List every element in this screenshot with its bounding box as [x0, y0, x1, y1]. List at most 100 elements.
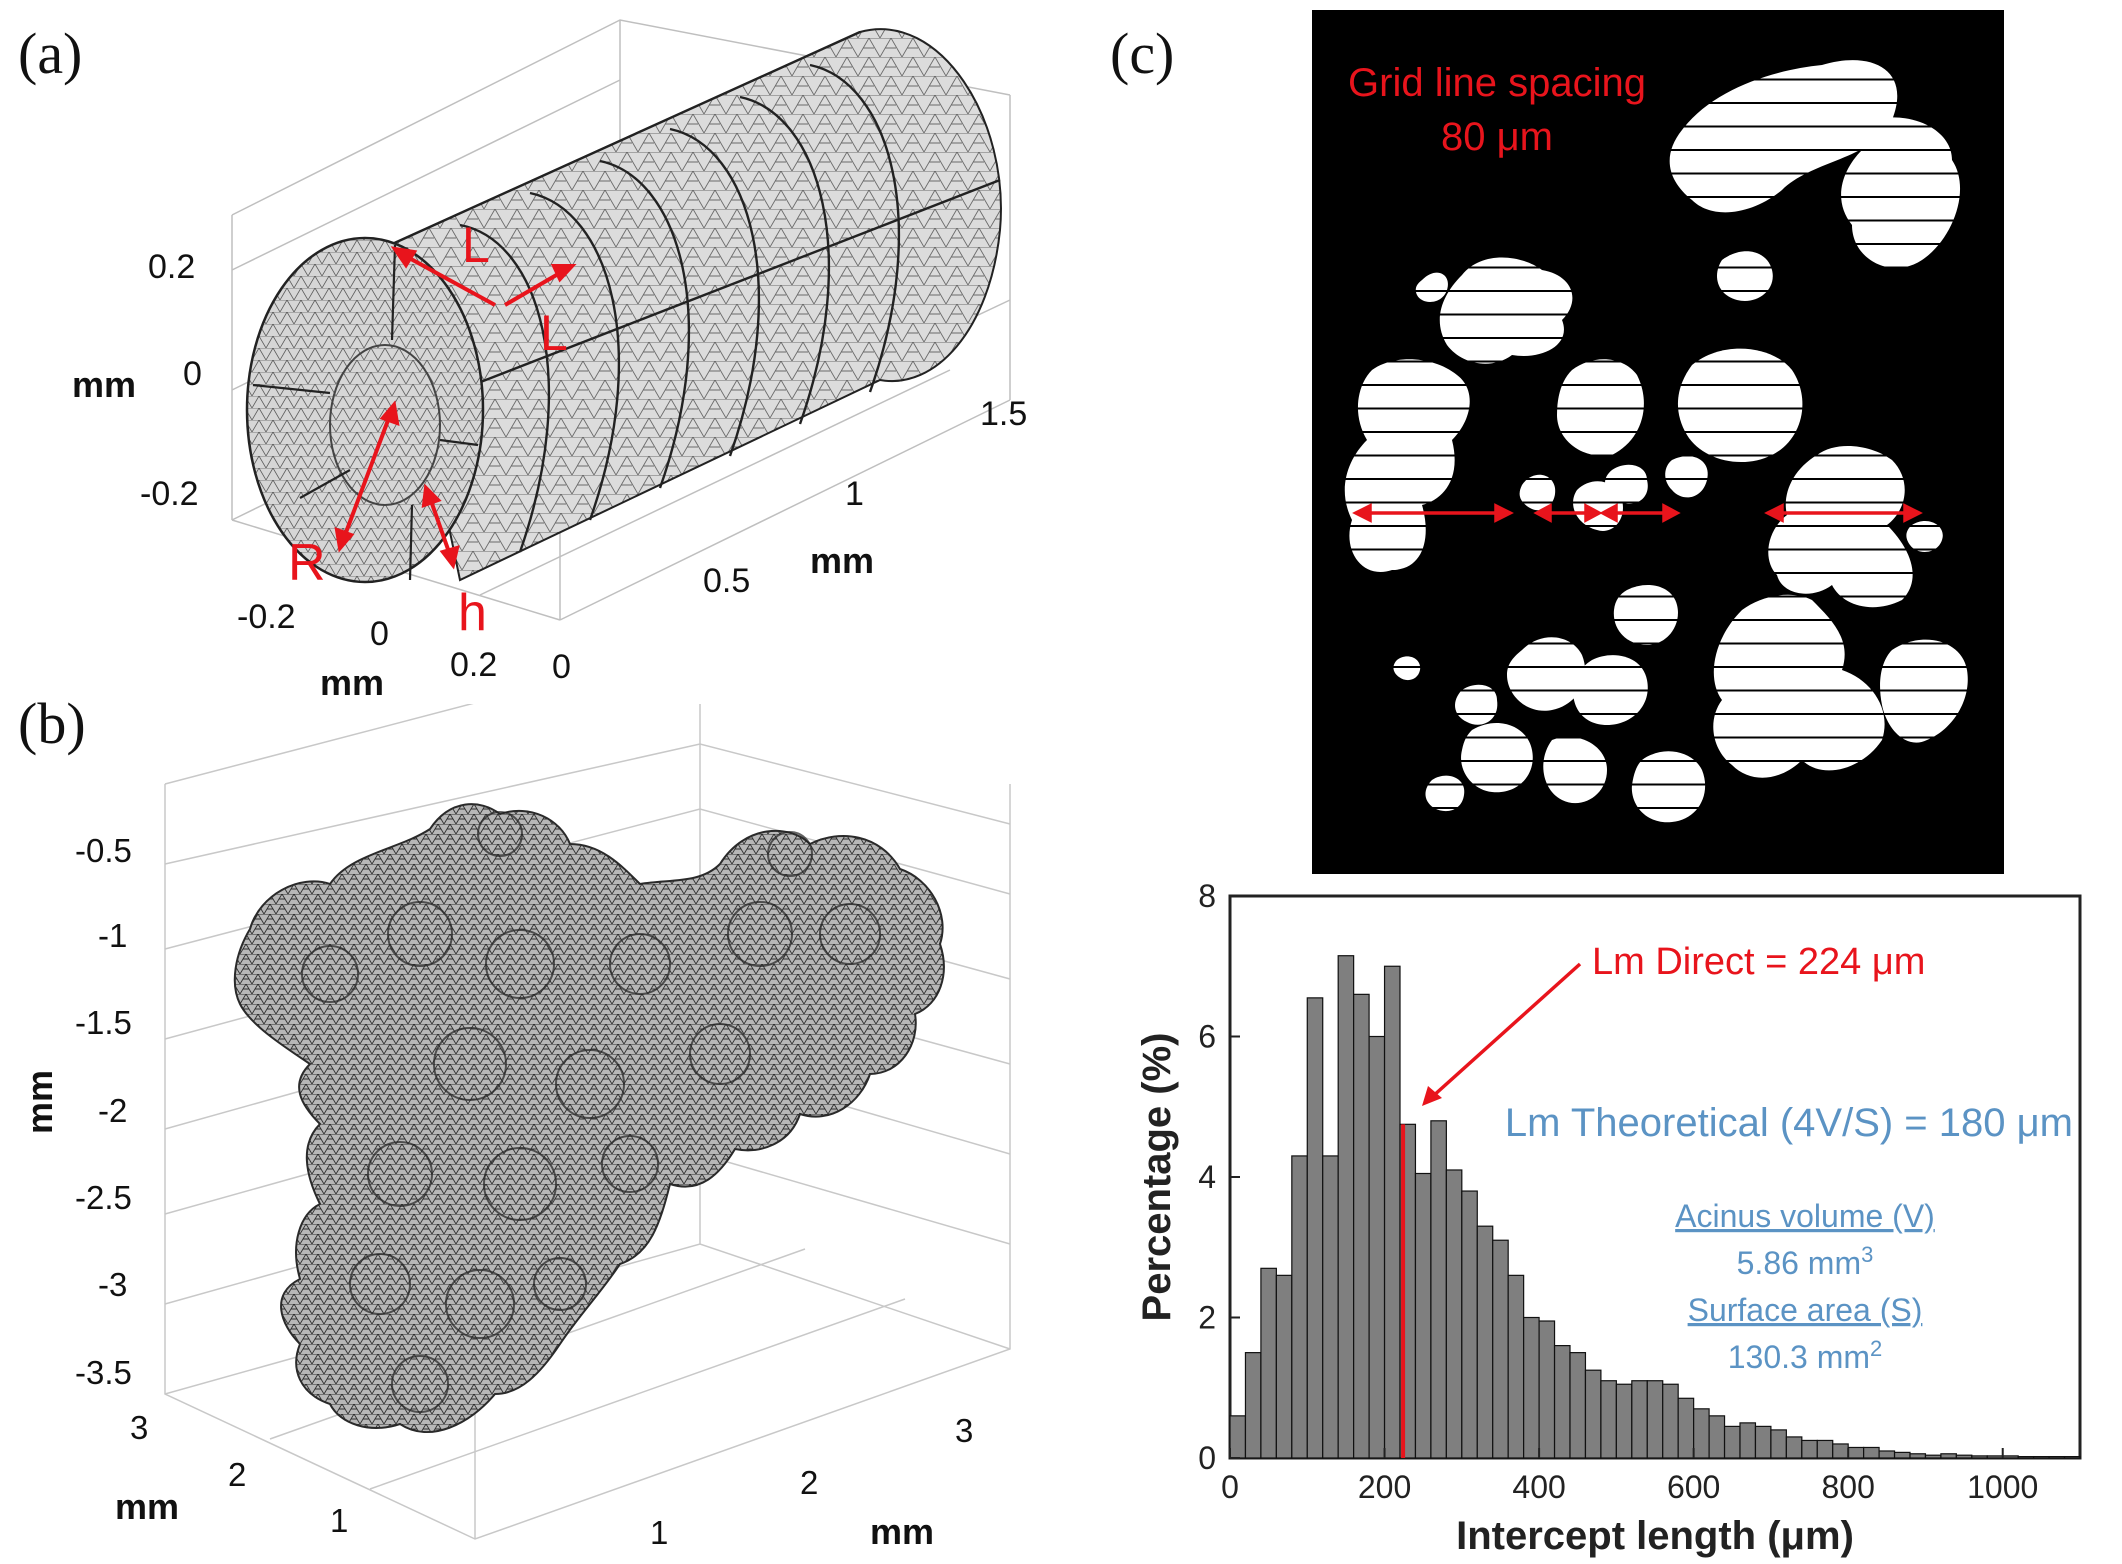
panel-b-x-tick: 2	[800, 1464, 818, 1501]
cylinder-end-cap	[245, 236, 485, 584]
grid-spacing-label: Grid line spacing	[1348, 61, 1646, 105]
histogram-bar	[1507, 1274, 1525, 1459]
histogram-bar	[1244, 1352, 1262, 1459]
histogram-bar	[1275, 1274, 1293, 1459]
x-tick-label: 600	[1667, 1469, 1720, 1505]
histogram-bar	[1955, 1454, 1973, 1459]
lm-theoretical-label: Lm Theoretical (4V/S) = 180 μm	[1505, 1101, 2073, 1145]
histogram-bar	[1322, 1155, 1339, 1459]
panel-a-annotation-arrows	[334, 246, 577, 570]
y-tick-label: 6	[1198, 1019, 1216, 1055]
panel-b-z-tick: -0.5	[75, 832, 132, 869]
histogram-bar	[1368, 1035, 1386, 1459]
histogram-y-axis-label: Percentage (%)	[1135, 1033, 1179, 1322]
histogram-bar	[1353, 993, 1370, 1459]
annotation-R: R	[288, 534, 326, 592]
panel-b-z-tick: -1.5	[75, 1004, 132, 1041]
surface-area-label: Surface area (S)	[1688, 1292, 1923, 1328]
panel-a-y-tick: 1	[845, 475, 864, 513]
histogram-bar	[1847, 1446, 1865, 1459]
panel-b-z-tick: -3.5	[75, 1354, 132, 1391]
histogram-bar	[1337, 955, 1355, 1459]
panel-a-x-tick: 0.2	[450, 646, 497, 684]
histogram-bar	[1986, 1455, 2004, 1459]
histogram-bar	[1492, 1239, 1509, 1459]
grid-spacing-value: 80 μm	[1441, 115, 1553, 159]
histogram-bar	[1971, 1455, 1988, 1459]
histogram-bar	[1893, 1451, 1911, 1459]
histogram-bar	[1909, 1453, 1927, 1459]
panel-a-y-axis-label: mm	[810, 540, 874, 581]
histogram-bar	[2017, 1455, 2035, 1459]
histogram-bar	[1739, 1422, 1757, 1459]
panel-label-b: (b)	[18, 691, 86, 756]
x-tick-label: 800	[1821, 1469, 1874, 1505]
panel-b-y-tick: 2	[228, 1456, 246, 1493]
histogram-bar	[1229, 1415, 1247, 1459]
histogram-bar	[2048, 1455, 2066, 1459]
y-tick-label: 4	[1198, 1159, 1216, 1195]
histogram-bar	[1383, 965, 1401, 1459]
x-tick-label: 0	[1221, 1469, 1239, 1505]
panel-a-y-tick: 0	[552, 648, 571, 686]
end-cap-dividers	[252, 244, 479, 581]
histogram-bar	[1445, 1169, 1463, 1459]
acinus-volume-label: Acinus volume (V)	[1675, 1198, 1935, 1234]
surface-area-value: 130.3 mm2	[1728, 1336, 1883, 1375]
panel-a-x-tick: -0.2	[237, 598, 296, 636]
panel-b-z-tick: -2	[98, 1092, 127, 1129]
histogram-bar	[1677, 1397, 1695, 1459]
histogram-bar	[1723, 1425, 1741, 1459]
histogram-bar	[1615, 1383, 1633, 1459]
histogram-bar	[1863, 1446, 1880, 1459]
panel-b-x-tick: 3	[955, 1412, 973, 1449]
panel-a-y-tick: 0.5	[703, 562, 750, 600]
histogram-bar	[1785, 1436, 1803, 1459]
annotation-h: h	[458, 584, 487, 642]
histogram-bar	[1940, 1453, 1957, 1459]
histogram-bar	[1476, 1225, 1494, 1459]
panel-a-x-tick: 0	[370, 615, 389, 653]
histogram-x-axis-label: Intercept length (μm)	[1456, 1514, 1854, 1558]
histogram-bar	[1291, 1155, 1308, 1459]
panel-b-z-tick: -2.5	[75, 1179, 132, 1216]
panel-a-y-tick: 1.5	[980, 395, 1027, 433]
y-tick-label: 0	[1198, 1440, 1216, 1476]
x-tick-label: 200	[1358, 1469, 1411, 1505]
histogram-bar	[1430, 1120, 1447, 1459]
histogram-bar	[1878, 1450, 1896, 1459]
panel-b-z-tick: -3	[98, 1266, 127, 1303]
lm-direct-arrowhead	[1422, 1086, 1442, 1106]
histogram-bar	[1584, 1369, 1602, 1459]
histogram-bar	[1461, 1190, 1478, 1459]
annotation-L-upper: L	[462, 217, 490, 273]
histogram-bar	[1414, 1172, 1432, 1459]
panel-b-y-tick: 3	[130, 1409, 148, 1446]
histogram-bar	[1832, 1443, 1849, 1459]
cylinder-inner-duct	[329, 344, 441, 506]
x-tick-label: 1000	[1967, 1469, 2038, 1505]
histogram-bar	[2063, 1455, 2081, 1459]
histogram-bar	[1523, 1316, 1540, 1459]
histogram-bar	[2002, 1455, 2019, 1459]
histogram-bar	[1754, 1425, 1772, 1459]
panel-b-z-axis-label: mm	[19, 1070, 60, 1134]
histogram-bar	[1770, 1429, 1787, 1459]
panel-b-y-axis-label: mm	[115, 1486, 179, 1527]
intercept-length-histogram: 0 200 400 600 800 1000 0 2 4 6 8 Lm Direct = 224 μ…	[1135, 878, 2082, 1558]
panel-label-c: (c)	[1110, 21, 1175, 86]
lm-direct-arrow-shaft	[1430, 962, 1582, 1099]
panel-b-acinus-figure: -0.5 -1 -1.5 -2 -2.5 -3 -3.5 3 2 1 1 2 3…	[19, 704, 1011, 1552]
histogram-bar	[1600, 1380, 1617, 1459]
histogram-bar	[1801, 1439, 1818, 1459]
panel-b-z-tick: -1	[98, 917, 127, 954]
annotation-L-right: L	[540, 305, 568, 361]
x-tick-label: 400	[1512, 1469, 1565, 1505]
panel-b-x-axis-label: mm	[870, 1511, 934, 1552]
panel-label-a: (a)	[18, 21, 83, 86]
histogram-bar	[1708, 1415, 1726, 1459]
y-tick-label: 8	[1198, 878, 1216, 914]
histogram-bar	[1662, 1383, 1679, 1459]
histogram-bar	[1306, 997, 1324, 1459]
panel-a-z-axis-label: mm	[72, 364, 136, 405]
